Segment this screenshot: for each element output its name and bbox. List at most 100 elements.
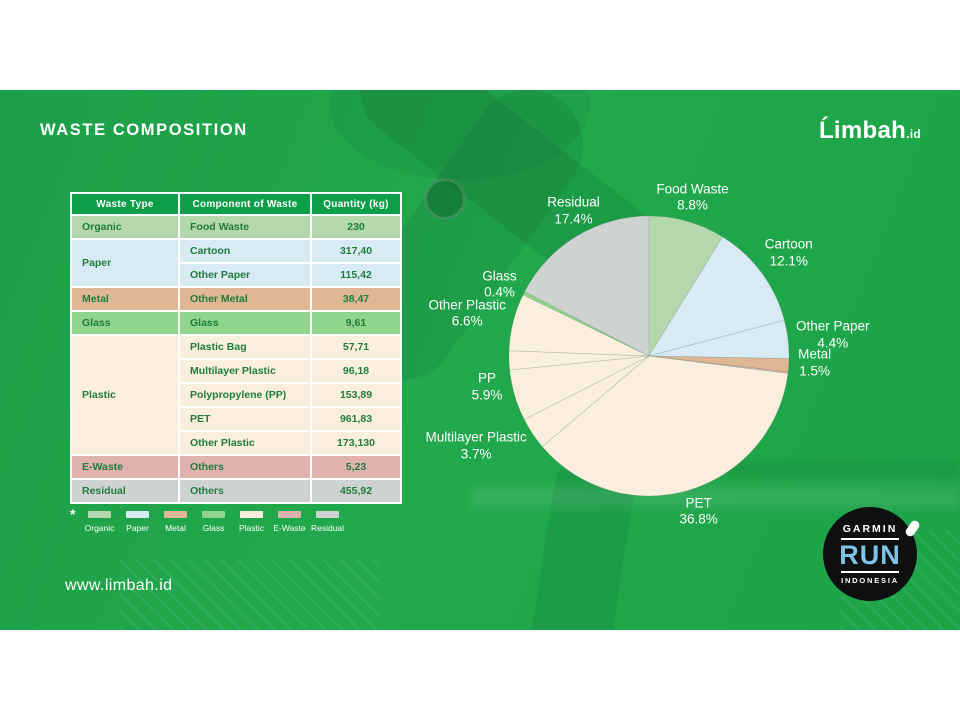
table-row: Paper Cartoon 317,40 (72, 240, 400, 286)
waste-type-cell: Organic (72, 216, 178, 238)
color-legend: Organic Paper Metal Glass Plastic E-Waste Resi… (85, 511, 344, 533)
table-row: E-Waste Others 5,23 (72, 456, 400, 478)
table-row: Residual Others 455,92 (72, 480, 400, 502)
garmin-watch-silhouette (424, 178, 466, 220)
run-label: RUN (839, 540, 901, 570)
pie-label-percent: 5.9% (471, 387, 503, 403)
diagonal-streaks (120, 560, 380, 630)
pie-label-other-plastic: Other Plastic 6.6% (429, 297, 506, 330)
pie-label-name: Food Waste (656, 181, 729, 197)
legend-swatch (316, 511, 339, 518)
pie-label-food-waste: Food Waste 8.8% (656, 181, 728, 214)
legend-swatch (126, 511, 149, 518)
pie-label-percent: 1.5% (799, 363, 830, 379)
pie-label-other-paper: Other Paper 4.4% (796, 319, 870, 352)
legend-label: E-Waste (273, 523, 306, 533)
legend-label: Organic (84, 523, 115, 533)
quantity-cell: 455,92 (312, 480, 400, 502)
indonesia-label: INDONESIA (841, 576, 899, 585)
legend-label: Paper (126, 523, 149, 533)
quantity-cell: 5,23 (312, 456, 400, 478)
table-row: Metal Other Metal 38,47 (72, 288, 400, 310)
pie-label-percent: 8.8% (677, 197, 708, 213)
pie-label-percent: 0.4% (484, 284, 515, 300)
pie-label-metal: Metal 1.5% (798, 347, 831, 380)
legend-swatch (202, 511, 225, 518)
pie-slice-pet (541, 355, 789, 497)
badge-divider (841, 538, 899, 540)
pie-label-name: Residual (547, 194, 600, 210)
legend-item: Paper (126, 511, 149, 533)
table-header: Quantity (kg) (312, 194, 400, 214)
component-cell: Other Plastic (180, 432, 310, 454)
pie-label-name: Cartoon (764, 236, 813, 252)
legend-label: Residual (310, 523, 345, 533)
quantity-cell: 38,47 (312, 288, 400, 310)
component-cell: Other Paper (180, 264, 310, 286)
table-row: PET 961,83 (72, 408, 400, 430)
waste-type-cell: Metal (72, 288, 178, 310)
page-title: WASTE COMPOSITION (40, 121, 248, 139)
pie-slice-other-paper (648, 319, 790, 359)
footnote-asterisk: * (70, 506, 76, 522)
table-row: Organic Food Waste 230 (72, 216, 400, 238)
component-cell: Cartoon (180, 240, 310, 262)
waste-pie-chart (508, 215, 790, 497)
component-cell: Others (180, 456, 310, 478)
table-row: Plastic Plastic Bag 57,71 (72, 336, 400, 454)
table-row: Glass Glass 9,61 (72, 312, 400, 334)
limbah-logo-text: Ĺimbah (818, 117, 907, 144)
legend-item: Organic (85, 511, 114, 533)
legend-swatch (240, 511, 263, 518)
legend-swatch (278, 511, 301, 518)
component-cell: Plastic Bag (180, 336, 310, 358)
quantity-cell: 115,42 (312, 264, 400, 286)
quantity-cell: 96,18 (312, 360, 400, 382)
table-header: Waste Type (72, 194, 178, 214)
pie-slice-cartoon (648, 236, 785, 357)
pie-label-residual: Residual 17.4% (547, 195, 600, 228)
legend-swatch (88, 511, 111, 518)
badge-pill-icon (903, 518, 922, 539)
legend-item: E-Waste (273, 511, 306, 533)
pie-label-name: PP (478, 370, 497, 386)
pie-slice-metal (648, 355, 790, 373)
slide: WASTE COMPOSITION Ĺimbah.id Waste Type Co… (0, 90, 960, 630)
table-row: Polypropylene (PP) 153,89 (72, 384, 400, 406)
quantity-cell: 173,130 (312, 432, 400, 454)
legend-item: Residual (311, 511, 344, 533)
pie-slice-multilayer-plastic (523, 355, 650, 448)
component-cell: Multilayer Plastic (180, 360, 310, 382)
legend-label: Plastic (238, 523, 265, 533)
pie-label-glass: Glass 0.4% (482, 268, 517, 301)
pie-label-name: Other Plastic (428, 297, 506, 313)
website-url: www.limbah.id (65, 577, 173, 594)
legend-label: Glass (202, 523, 225, 533)
table-header: Component of Waste (180, 194, 310, 214)
quantity-cell: 230 (312, 216, 400, 238)
pie-label-pp: PP 5.9% (472, 371, 503, 404)
quantity-cell: 153,89 (312, 384, 400, 406)
pie-label-percent: 4.4% (817, 335, 849, 351)
legend-item: Plastic (238, 511, 265, 533)
pie-slice-plastic-bag (508, 350, 650, 371)
component-cell: PET (180, 408, 310, 430)
legend-swatch (164, 511, 187, 518)
pie-label-cartoon: Cartoon 12.1% (765, 237, 813, 270)
waste-type-cell: Glass (72, 312, 178, 334)
pie-label-percent: 36.8% (679, 511, 718, 527)
table-row: Other Plastic 173,130 (72, 432, 400, 454)
pie-slice-food-waste (648, 215, 724, 358)
table-row: Other Paper 115,42 (72, 264, 400, 286)
pie-slice-glass (522, 291, 650, 357)
pie-label-name: Glass (482, 268, 517, 284)
garmin-label: GARMIN (842, 523, 898, 535)
pie-label-percent: 3.7% (460, 446, 492, 462)
badge-divider (841, 571, 899, 573)
quantity-cell: 57,71 (312, 336, 400, 358)
table-row: Multilayer Plastic 96,18 (72, 360, 400, 382)
legend-item: Glass (202, 511, 225, 533)
component-cell: Food Waste (180, 216, 310, 238)
pie-slice-pp (509, 355, 650, 421)
